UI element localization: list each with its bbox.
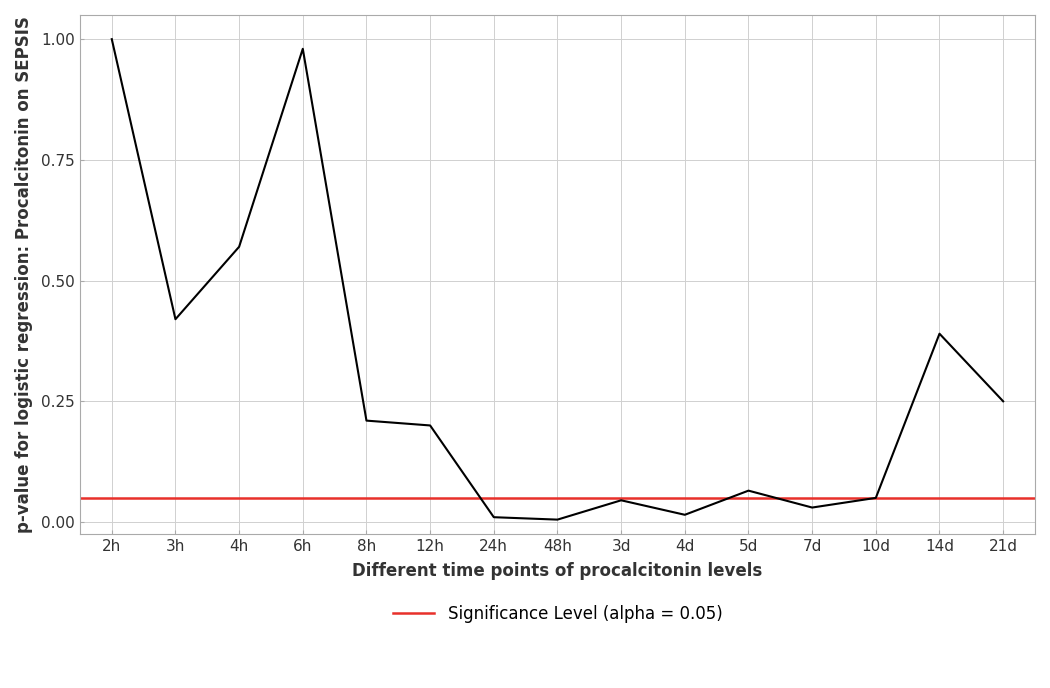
Legend: Significance Level (alpha = 0.05): Significance Level (alpha = 0.05)	[386, 599, 729, 630]
Y-axis label: p-value for logistic regression: Procalcitonin on SEPSIS: p-value for logistic regression: Procalc…	[15, 16, 33, 533]
X-axis label: Different time points of procalcitonin levels: Different time points of procalcitonin l…	[353, 562, 762, 580]
